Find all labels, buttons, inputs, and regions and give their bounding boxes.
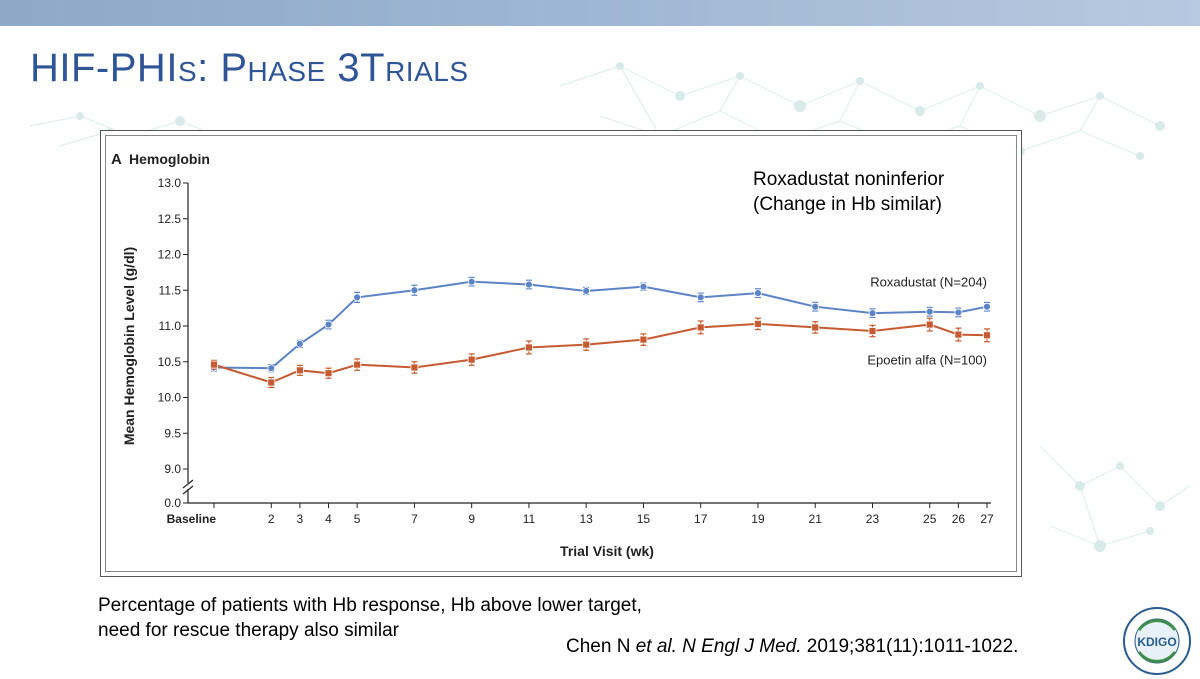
axis-break-mark	[182, 485, 194, 495]
data-point	[210, 360, 218, 369]
x-axis-label: Trial Visit (wk)	[560, 543, 654, 559]
y-tick-label: 9.0	[164, 462, 181, 476]
series-label: Roxadustat (N=204)	[870, 275, 987, 290]
callout-line-1: Roxadustat noninferior	[753, 169, 945, 190]
data-point	[410, 286, 419, 295]
data-point	[754, 319, 762, 328]
bottom-note: Percentage of patients with Hb response,…	[98, 593, 798, 643]
data-point	[467, 355, 476, 364]
x-tick-label: 13	[580, 512, 594, 526]
data-point	[639, 282, 648, 291]
x-tick-label: Baseline	[167, 512, 217, 526]
data-point	[868, 309, 877, 318]
y-tick-label: 13.0	[158, 176, 182, 190]
y-tick-label: 0.0	[164, 496, 181, 510]
data-point	[696, 293, 705, 302]
series-label: Epoetin alfa (N=100)	[867, 352, 987, 367]
figure-frame: A Hemoglobin Mean Hemoglobin Level (g/dl…	[100, 130, 1022, 577]
y-tick-label: 11.0	[159, 319, 182, 333]
x-tick-label: 19	[751, 512, 765, 526]
y-tick-label: 10.5	[158, 355, 182, 369]
hemoglobin-chart: A Hemoglobin Mean Hemoglobin Level (g/dl…	[111, 151, 994, 559]
data-point	[295, 339, 304, 348]
x-tick-label: 3	[297, 512, 304, 526]
y-tick-label: 10.0	[158, 391, 182, 405]
data-point	[925, 320, 934, 329]
panel-label: A	[111, 151, 122, 168]
callout-text: Roxadustat noninferior (Change in Hb sim…	[753, 167, 1013, 217]
y-axis-label: Mean Hemoglobin Level (g/dl)	[121, 247, 137, 445]
figure-inner-border	[105, 135, 1017, 572]
x-tick-label: 9	[468, 512, 475, 526]
citation: Chen N et al. N Engl J Med. 2019;381(11)…	[566, 636, 1018, 658]
data-point	[410, 363, 419, 372]
data-point	[954, 308, 963, 317]
x-tick-label: 27	[980, 512, 994, 526]
data-point	[467, 277, 476, 286]
data-point	[868, 327, 877, 335]
data-point	[267, 378, 276, 387]
x-tick-label: 4	[325, 512, 332, 526]
citation-author: Chen N	[566, 636, 636, 657]
slide-title: HIF-PHIs: Phase 3Trials	[30, 46, 469, 90]
y-tick-label: 12.0	[158, 248, 182, 262]
data-point	[267, 364, 276, 373]
data-point	[983, 302, 991, 311]
data-point	[582, 287, 591, 295]
x-tick-label: 15	[637, 512, 651, 526]
citation-journal: et al. N Engl J Med.	[635, 636, 802, 657]
data-point	[582, 340, 591, 349]
x-tick-label: 17	[694, 512, 708, 526]
data-point	[811, 302, 820, 311]
citation-details: 2019;381(11):1011-1022.	[801, 636, 1019, 657]
x-tick-label: 25	[923, 512, 937, 526]
data-point	[639, 335, 648, 344]
x-tick-label: 23	[866, 512, 880, 526]
x-tick-label: 21	[809, 512, 823, 526]
x-tick-label: 26	[952, 512, 966, 526]
bottom-note-line-2: need for rescue therapy also similar	[98, 620, 399, 641]
series-roxadustat: Roxadustat (N=204)	[210, 275, 991, 373]
kdigo-logo: KDIGO	[1123, 607, 1191, 675]
chart-title: Hemoglobin	[129, 151, 210, 167]
x-tick-label: 5	[354, 512, 361, 526]
axis-break-mark	[182, 479, 194, 489]
top-banner	[0, 0, 1200, 26]
data-point	[983, 331, 991, 340]
y-tick-label: 11.5	[159, 283, 182, 297]
data-point	[324, 320, 333, 329]
data-point	[353, 293, 362, 302]
data-point	[954, 330, 963, 339]
callout-line-2: (Change in Hb similar)	[753, 194, 943, 215]
data-point	[353, 360, 362, 369]
x-tick-label: 11	[523, 512, 536, 526]
data-point	[811, 323, 820, 332]
data-point	[525, 343, 533, 352]
data-point	[925, 307, 934, 316]
data-point	[525, 280, 533, 289]
data-point	[324, 369, 333, 378]
y-tick-label: 12.5	[158, 212, 182, 226]
data-point	[696, 323, 705, 332]
x-tick-label: 2	[268, 512, 275, 526]
data-point	[295, 366, 304, 375]
bottom-note-line-1: Percentage of patients with Hb response,…	[98, 595, 642, 616]
x-tick-label: 7	[411, 512, 418, 526]
series-epoetin-alfa: Epoetin alfa (N=100)	[210, 317, 991, 389]
svg-text:KDIGO: KDIGO	[1137, 635, 1176, 649]
background-network-graphic	[29, 62, 1191, 552]
data-point	[754, 289, 762, 298]
y-tick-label: 9.5	[164, 426, 181, 440]
